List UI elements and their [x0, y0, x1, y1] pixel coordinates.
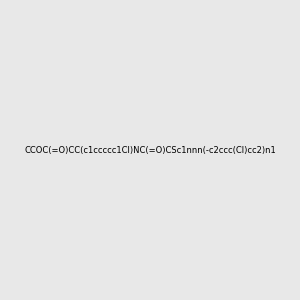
Text: CCOC(=O)CC(c1ccccc1Cl)NC(=O)CSc1nnn(-c2ccc(Cl)cc2)n1: CCOC(=O)CC(c1ccccc1Cl)NC(=O)CSc1nnn(-c2c… — [24, 146, 276, 154]
